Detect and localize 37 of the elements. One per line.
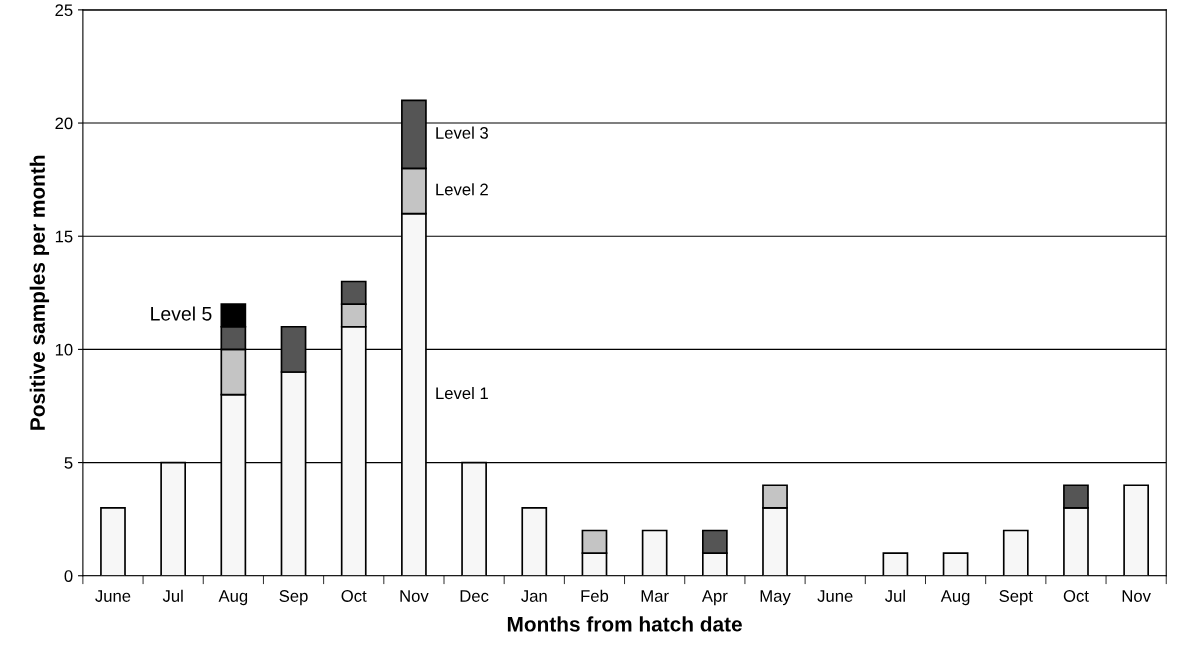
x-tick-label: Nov — [1122, 590, 1151, 602]
bar — [882, 552, 909, 576]
series-label: Level 5 — [151, 306, 212, 321]
x-tick-label: May — [760, 590, 791, 606]
bar — [1002, 529, 1029, 576]
bar — [100, 507, 126, 576]
series-label: Level 1 — [436, 386, 488, 400]
bar — [521, 507, 548, 576]
bar — [942, 552, 969, 576]
x-tick-label: Feb — [581, 589, 609, 602]
series-label: Level 3 — [436, 126, 488, 139]
y-tick-label: 5 — [64, 457, 73, 469]
x-axis-title: Months from hatch date — [507, 616, 742, 632]
x-tick-label: Jul — [885, 589, 905, 602]
x-tick-label: Sep — [279, 590, 308, 606]
x-tick-label: Jul — [162, 589, 183, 602]
y-tick-label: 20 — [55, 117, 73, 130]
x-tick-label: Aug — [940, 590, 970, 606]
x-tick-label: June — [817, 590, 853, 602]
x-tick-label: Oct — [1063, 590, 1089, 602]
x-tick-label: Jan — [521, 590, 547, 602]
x-tick-label: Sept — [999, 590, 1033, 606]
bar — [1123, 484, 1150, 576]
y-axis-title: Positive samples per month — [29, 155, 50, 430]
series-label: Level 2 — [436, 183, 488, 196]
x-tick-label: Nov — [400, 590, 429, 602]
x-tick-label: June — [95, 590, 131, 602]
x-tick-label: Aug — [218, 590, 248, 606]
bar — [641, 529, 668, 576]
y-tick-label: 25 — [55, 4, 73, 17]
x-tick-label: Apr — [701, 590, 728, 606]
x-tick-label: Dec — [460, 590, 489, 602]
x-tick-label: Mar — [641, 590, 669, 602]
y-tick-label: 15 — [55, 230, 73, 243]
y-tick-label: 0 — [64, 570, 73, 582]
y-tick-label: 10 — [55, 343, 73, 356]
x-tick-label: Oct — [341, 590, 367, 602]
